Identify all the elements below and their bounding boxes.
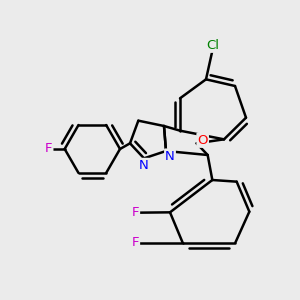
Text: N: N <box>165 149 175 163</box>
Text: F: F <box>45 142 52 155</box>
Text: Cl: Cl <box>206 39 219 52</box>
Text: N: N <box>139 159 149 172</box>
Text: F: F <box>132 236 139 249</box>
Text: O: O <box>197 134 208 147</box>
Text: F: F <box>132 206 139 219</box>
